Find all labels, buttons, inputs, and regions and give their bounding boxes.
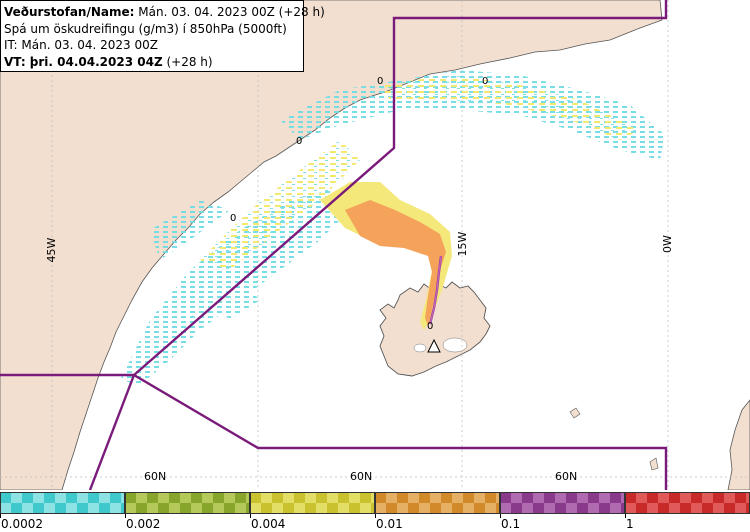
legend-label: 0.004 [251,517,285,531]
greenland-land [0,0,663,490]
parallel-label-60n: 60N [350,470,372,483]
legend-label: 0.1 [501,517,520,531]
glacier [442,337,468,353]
meridian-label-0w: 0W [661,235,674,253]
contour-label: 0 [296,136,302,147]
parallel-label-60n: 60N [555,470,577,483]
parallel-label-60n: 60N [144,470,166,483]
legend-bin [250,492,375,514]
norway-land [727,399,750,490]
legend-bin [500,492,625,514]
concentration-legend: 0.0002 0.002 0.004 0.01 0.1 1 [0,492,750,531]
issuer-label: Veðurstofan/Name: [4,5,135,19]
initial-time-line: IT: Mán. 03. 04. 2023 00Z [4,38,158,52]
fir-boundary [0,0,668,490]
contour-label: 0 [427,321,433,332]
contour-label: 0 [230,213,236,224]
legend-label: 0.0002 [1,517,43,531]
ash-core [429,255,442,325]
legend-label: 0.01 [376,517,403,531]
shetland-islands [649,457,659,471]
issuer-line: Veðurstofan/Name: Mán. 03. 04. 2023 00Z … [4,4,325,21]
contour-label: 0 [482,76,488,87]
valid-time-line: VT: þri. 04.04.2023 04Z (+28 h) [4,54,300,71]
legend-bin [0,492,125,514]
legend-bin [625,492,750,514]
meridian-label-15w: 15W [456,231,469,256]
ash-high-concentration [345,200,446,326]
glacier [413,343,427,353]
contour-label: 0 [377,76,383,87]
legend-bin [375,492,500,514]
product-line: Spá um öskudreifingu (g/m3) í 850hPa (50… [4,21,287,36]
volcano-icon [427,338,441,353]
forecast-info-box: Veðurstofan/Name: Mán. 03. 04. 2023 00Z … [0,0,325,72]
iceland-land [379,281,491,377]
meridian-label-45w: 45W [45,237,58,262]
valid-time-offset: (+28 h) [166,54,213,69]
legend-label: 1 [626,517,634,531]
legend-label: 0.002 [126,517,160,531]
valid-time-label: VT: þri. 04.04.2023 04Z [4,54,163,69]
faroe-islands [569,407,581,419]
issuer-value: Mán. 03. 04. 2023 00Z (+28 h) [138,5,325,19]
ash-dispersion-map: 45W 15W 0W 60N 60N 60N 0 0 0 0 0 [0,0,750,490]
legend-bin [125,492,250,514]
